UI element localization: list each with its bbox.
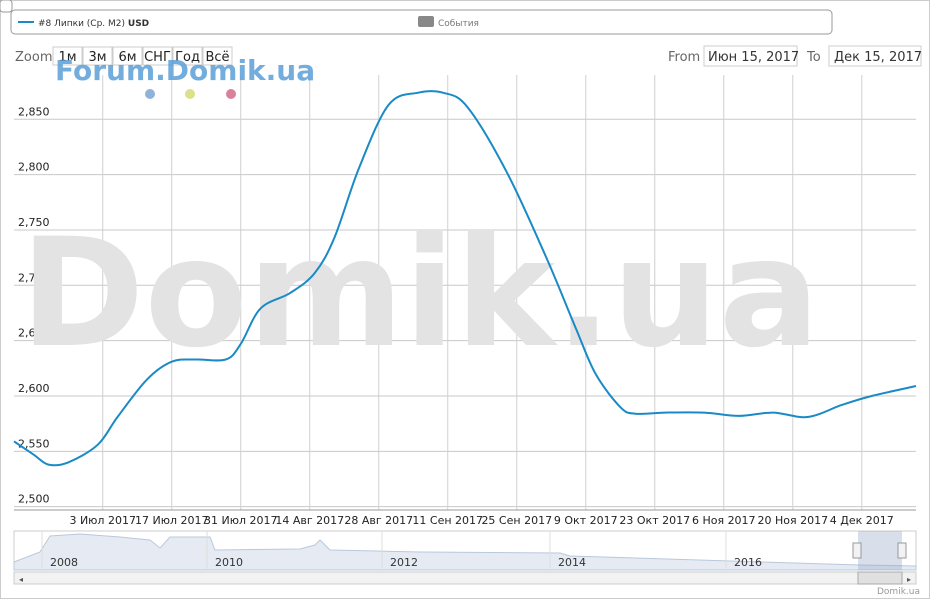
legend-currency: USD	[128, 19, 149, 29]
y-tick-label: 2,750	[18, 216, 50, 229]
y-tick-label: 2,500	[18, 493, 50, 506]
from-input[interactable]	[703, 45, 798, 67]
forum-link[interactable]: Forum.Domik.ua	[55, 54, 315, 87]
scrollbar[interactable]	[13, 571, 917, 585]
x-tick-label: 25 Сен 2017	[481, 514, 552, 527]
zoom-button-label: Год	[175, 50, 200, 65]
zoom-button-label: СНГ	[144, 50, 171, 65]
navigator-mask	[858, 531, 902, 570]
nav-handle[interactable]	[897, 542, 907, 559]
scrollbar-thumb[interactable]	[857, 571, 903, 585]
zoom-button-label: 6м	[118, 50, 136, 65]
y-tick-label: 2,850	[18, 105, 50, 118]
y-tick-label: 2,650	[18, 327, 50, 340]
zoom-button[interactable]	[52, 46, 83, 66]
to-input[interactable]	[828, 45, 922, 67]
x-tick-label: 14 Авг 2017	[275, 514, 344, 527]
y-tick-label: 2,700	[18, 271, 50, 284]
navigator-years: 2008 2010 2012 2014 2016	[41, 531, 762, 570]
from-date: Июн 15, 2017	[708, 50, 799, 65]
plot	[13, 90, 917, 467]
x-tick-label: 23 Окт 2017	[619, 514, 690, 527]
x-tick-label: 6 Ноя 2017	[692, 514, 756, 527]
zoom-button[interactable]	[142, 46, 173, 66]
x-tick-label: 28 Авг 2017	[344, 514, 413, 527]
x-tick-label: 20 Ноя 2017	[757, 514, 828, 527]
events-swatch	[418, 16, 434, 27]
corner-handle	[0, 0, 13, 13]
scroll-right[interactable]: ▸	[907, 575, 911, 584]
x-tick-label: 9 Окт 2017	[554, 514, 618, 527]
zoom-button[interactable]	[112, 46, 143, 66]
to-label: To	[806, 50, 821, 65]
to-date: Дек 15, 2017	[834, 50, 922, 65]
from-label: From	[668, 50, 700, 65]
legend-events[interactable]: События	[438, 19, 479, 29]
nav-year: 2008	[50, 556, 78, 569]
y-tick-label: 2,800	[18, 161, 50, 174]
zoom-button-label: Всё	[205, 50, 229, 65]
zoom-button[interactable]	[82, 46, 113, 66]
x-tick-label: 3 Июл 2017	[69, 514, 136, 527]
scroll-left[interactable]: ◂	[19, 575, 23, 584]
grid: 2,500 2,550 2,600 2,650 2,700 2,750 2,800 2,850…	[14, 75, 916, 527]
x-tick-label: 4 Дек 2017	[830, 514, 894, 527]
series-line	[13, 90, 917, 467]
zoom-button-label: 1м	[58, 50, 76, 65]
zoom-label: Zoom	[15, 50, 52, 65]
x-tick-label: 31 Июл 2017	[204, 514, 278, 527]
credits: Domik.ua	[877, 587, 920, 597]
zoom-button-label: 3м	[88, 50, 106, 65]
watermark: Domik.ua	[20, 207, 820, 381]
zoom-button[interactable]	[202, 46, 233, 66]
y-tick-label: 2,600	[18, 382, 50, 395]
nav-year: 2012	[390, 556, 418, 569]
legend-label: #8 Липки (Ср. М2)	[38, 19, 125, 29]
nav-year: 2016	[734, 556, 762, 569]
legend-item[interactable]: #8 Липки (Ср. М2) USD	[38, 19, 149, 29]
nav-year: 2014	[558, 556, 586, 569]
dot	[226, 89, 236, 99]
y-tick-label: 2,550	[18, 437, 50, 450]
zoom-buttons: 1м 3м 6м СНГ Год Всё	[52, 46, 233, 66]
x-tick-label: 17 Июл 2017	[135, 514, 209, 527]
navigator-series	[13, 533, 917, 571]
dot	[185, 89, 195, 99]
zoom-button[interactable]	[172, 46, 203, 66]
nav-year: 2010	[215, 556, 243, 569]
nav-handle[interactable]	[852, 542, 862, 559]
x-tick-label: 11 Сен 2017	[412, 514, 483, 527]
dot	[145, 89, 155, 99]
